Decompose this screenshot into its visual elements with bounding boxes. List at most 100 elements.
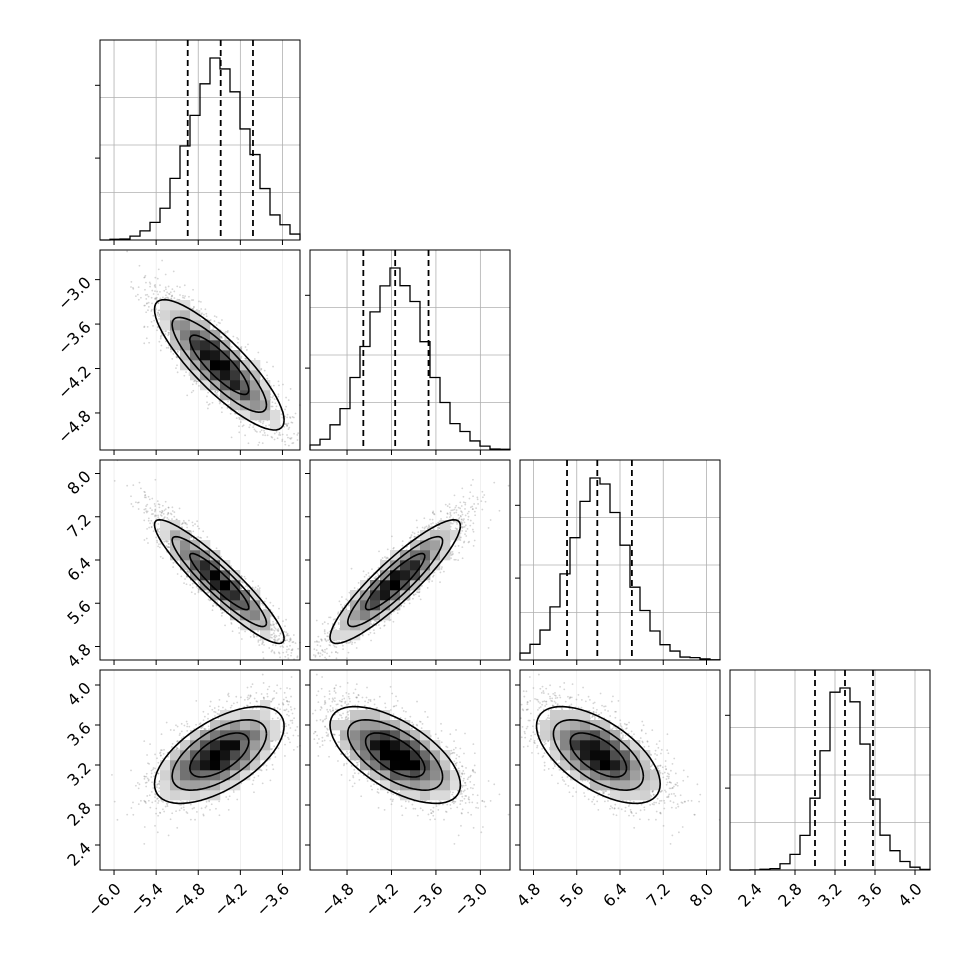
sample-point <box>207 403 210 406</box>
sample-point <box>219 322 221 325</box>
sample-point <box>656 754 658 756</box>
sample-point <box>171 518 173 520</box>
sample-point <box>274 756 277 758</box>
sample-point <box>660 748 663 751</box>
sample-point <box>164 286 167 289</box>
density-cell <box>220 760 231 771</box>
sample-point <box>294 412 297 415</box>
sample-point <box>533 718 535 721</box>
sample-point <box>259 421 262 424</box>
sample-point <box>188 570 191 573</box>
density-cell <box>410 750 421 761</box>
sample-point <box>475 806 478 809</box>
sample-point <box>147 295 150 298</box>
sample-point <box>338 741 341 744</box>
sample-point <box>473 510 476 513</box>
sample-point <box>154 509 157 512</box>
density-cell <box>210 580 221 591</box>
density-cell <box>230 590 241 601</box>
sample-point <box>290 436 293 439</box>
density-cell <box>600 720 611 731</box>
sample-point <box>244 630 247 633</box>
sample-point <box>432 806 435 809</box>
sample-point <box>460 505 463 507</box>
sample-point <box>649 804 651 806</box>
density-cell <box>200 760 211 771</box>
sample-point <box>154 283 157 286</box>
sample-point <box>350 765 353 767</box>
joint-panel-2-0 <box>95 459 301 665</box>
sample-point <box>641 740 644 743</box>
sample-point <box>197 380 200 383</box>
sample-point <box>577 706 580 709</box>
sample-point <box>324 718 326 721</box>
sample-point <box>370 623 373 626</box>
sample-point <box>143 777 146 780</box>
sample-point <box>448 503 451 506</box>
sample-point <box>698 800 701 803</box>
sample-point <box>321 649 324 652</box>
sample-point <box>157 802 159 804</box>
sample-point <box>543 761 546 764</box>
sample-point <box>171 506 174 509</box>
sample-point <box>214 391 217 393</box>
sample-point <box>373 783 375 786</box>
sample-point <box>377 624 380 626</box>
sample-point <box>552 705 555 707</box>
sample-point <box>651 790 654 793</box>
density-cell <box>340 730 351 741</box>
sample-point <box>171 295 173 297</box>
sample-point <box>170 295 173 298</box>
sample-point <box>286 413 289 416</box>
sample-point <box>219 401 222 403</box>
sample-point <box>173 748 176 751</box>
sample-point <box>639 737 642 739</box>
sample-point <box>376 572 379 575</box>
sample-point <box>630 811 632 813</box>
sample-point <box>654 758 657 761</box>
sample-point <box>216 394 219 396</box>
sample-point <box>272 365 274 368</box>
sample-point <box>430 812 433 815</box>
density-cell <box>190 760 201 771</box>
histogram <box>309 267 511 450</box>
sample-point <box>170 298 173 301</box>
sample-point <box>528 676 531 678</box>
density-cell <box>360 590 371 601</box>
sample-point <box>145 802 147 804</box>
sample-point <box>166 803 169 806</box>
density-cell <box>200 370 211 381</box>
sample-point <box>335 684 337 687</box>
sample-point <box>230 565 233 567</box>
sample-point <box>419 807 422 810</box>
sample-point <box>202 814 205 817</box>
sample-point <box>320 638 323 641</box>
sample-point <box>227 692 230 695</box>
sample-point <box>265 768 268 771</box>
sample-point <box>175 356 178 359</box>
sample-point <box>332 628 335 630</box>
sample-point <box>266 374 268 377</box>
sample-point <box>273 706 276 709</box>
sample-point <box>159 811 161 814</box>
sample-point <box>367 772 369 775</box>
sample-point <box>352 776 355 779</box>
sample-point <box>144 800 146 803</box>
sample-point <box>654 752 656 755</box>
sample-point <box>167 512 170 515</box>
sample-point <box>287 634 290 637</box>
density-cell <box>230 750 241 761</box>
sample-point <box>534 733 536 736</box>
sample-point <box>597 713 600 716</box>
sample-point <box>460 520 462 523</box>
sample-point <box>449 513 452 515</box>
sample-point <box>461 521 463 524</box>
sample-point <box>291 722 294 724</box>
sample-point <box>396 699 399 702</box>
sample-point <box>659 800 661 802</box>
sample-point <box>531 751 533 754</box>
sample-point <box>378 550 380 553</box>
sample-point <box>132 286 134 289</box>
sample-point <box>544 742 547 745</box>
sample-point <box>163 289 166 292</box>
